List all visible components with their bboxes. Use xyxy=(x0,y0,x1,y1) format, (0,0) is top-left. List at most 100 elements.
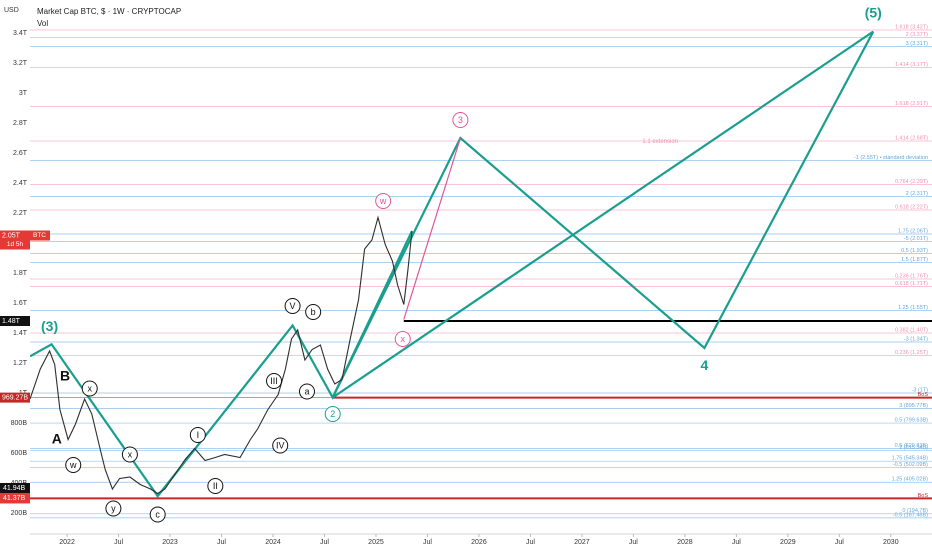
wave-label: b xyxy=(305,304,322,320)
price-tag-label: 1.48T xyxy=(2,318,21,325)
x-tick-label: 2028 xyxy=(677,539,693,546)
y-tick-label: 1.4T xyxy=(13,330,28,337)
x-tick-label: 2023 xyxy=(162,539,178,546)
level-label: -0.5 (502.09B) xyxy=(893,462,928,468)
wave-drawing xyxy=(403,137,461,320)
x-axis-panel xyxy=(0,534,932,550)
wave-label: 2 xyxy=(324,406,341,422)
level-label: 2 (2.31T) xyxy=(906,191,928,197)
level-label: 1.25 (405.02B) xyxy=(892,477,929,483)
label-circle xyxy=(81,380,98,397)
y-tick-label: 3.2T xyxy=(13,60,28,67)
axis-unit: USD xyxy=(4,7,19,14)
wave-label: I xyxy=(189,427,206,443)
wave-label: B xyxy=(60,368,70,384)
label-circle xyxy=(266,373,283,389)
label-text: 1.1 extension xyxy=(642,139,678,145)
label-text: B xyxy=(60,368,70,384)
x-tick-label: Jul xyxy=(217,539,226,546)
label-text: c xyxy=(155,509,160,519)
label-text: III xyxy=(270,376,278,386)
wave-label: x xyxy=(394,331,411,347)
volume-tag xyxy=(0,483,30,493)
y-tick-label: 1.6T xyxy=(13,300,28,307)
symbol-label: BTC xyxy=(33,232,46,239)
label-text: y xyxy=(111,503,116,513)
label-text: w xyxy=(379,196,387,206)
label-text: IV xyxy=(276,440,285,450)
level-label: 2 (3.37T) xyxy=(906,32,928,38)
wave-drawing xyxy=(29,30,875,498)
wave-label: x xyxy=(121,446,138,463)
label-text: x xyxy=(87,383,92,393)
label-circle xyxy=(305,304,322,320)
label-circle xyxy=(272,437,289,454)
volume-tag-label: 41.94B xyxy=(3,485,26,492)
x-tick-label: 2024 xyxy=(265,539,281,546)
wave-label: IV xyxy=(272,437,289,454)
price-tag-label: 2.05T xyxy=(2,232,21,239)
label-circle xyxy=(207,478,224,494)
wave-label: c xyxy=(149,506,166,523)
level-label: 1.5 (1.87T) xyxy=(901,257,928,263)
y-tick-label: 3.4T xyxy=(13,30,28,37)
level-label: 0.5 (1.93T) xyxy=(901,248,928,254)
label-circle xyxy=(65,457,82,473)
x-tick-label: Jul xyxy=(114,539,123,546)
wave-label: A xyxy=(52,431,62,447)
level-label: 0.5 (629.83B) xyxy=(895,443,928,449)
y-tick-label: 3T xyxy=(19,90,28,97)
label-text: b xyxy=(311,307,316,317)
level-label: BoS xyxy=(918,392,929,398)
label-text: x xyxy=(128,449,133,459)
price-tag xyxy=(0,392,30,403)
wave-label: x xyxy=(81,380,98,397)
x-tick-label: 2030 xyxy=(883,539,899,546)
level-label: 1.618 (3.42T) xyxy=(895,24,928,30)
level-label: 0 (194.7B) xyxy=(902,508,928,514)
y-tick-label: 1.8T xyxy=(13,270,28,277)
wave-drawing xyxy=(331,230,413,398)
price-tag xyxy=(0,316,30,326)
level-label: 0.618 (2.22T) xyxy=(895,204,928,210)
level-label: -3 (1.34T) xyxy=(904,336,928,342)
countdown-label: 1d 5h xyxy=(7,241,24,248)
label-text: V xyxy=(290,301,296,311)
level-label: 1.25 (1.55T) xyxy=(898,305,928,311)
level-label: 0.236 (1.76T) xyxy=(895,273,928,279)
wave-label: a xyxy=(298,383,315,400)
x-tick-label: Jul xyxy=(526,539,535,546)
level-label: 1.414 (2.68T) xyxy=(895,135,928,141)
chart-title: Market Cap BTC, $ · 1W · CRYPTOCAP xyxy=(37,7,181,16)
label-text: a xyxy=(304,386,309,396)
level-label: 3 (3.31T) xyxy=(906,41,928,47)
x-tick-label: 2029 xyxy=(780,539,796,546)
wave-label: II xyxy=(207,478,224,494)
label-text: A xyxy=(52,431,62,447)
x-tick-label: 2026 xyxy=(471,539,487,546)
price-tag xyxy=(0,230,30,250)
y-tick-label: 2.8T xyxy=(13,120,28,127)
levels: 1.618 (3.42T) 2 (3.37T) 3 (3.31T) 1.414 (3.… xyxy=(30,24,932,518)
label-circle xyxy=(284,298,301,314)
x-tick-label: 2027 xyxy=(574,539,590,546)
wave-label: 3 xyxy=(452,112,469,128)
label-circle xyxy=(189,427,206,443)
label-text: w xyxy=(69,460,77,470)
wave-label: (5) xyxy=(865,5,882,21)
y-tick-label: 1.2T xyxy=(13,360,28,367)
level-label: -5 (2.01T) xyxy=(904,236,928,242)
level-label: 0.618 (1.71T) xyxy=(895,281,928,287)
label-circle xyxy=(324,406,341,422)
label-text: I xyxy=(197,430,200,440)
wave-label: (3) xyxy=(41,318,58,334)
y-tick-label: 800B xyxy=(11,420,28,427)
label-text: II xyxy=(213,481,218,491)
level-label: 3 (895.77B) xyxy=(899,403,928,409)
label-text: 2 xyxy=(330,409,335,419)
label-circle xyxy=(121,446,138,463)
